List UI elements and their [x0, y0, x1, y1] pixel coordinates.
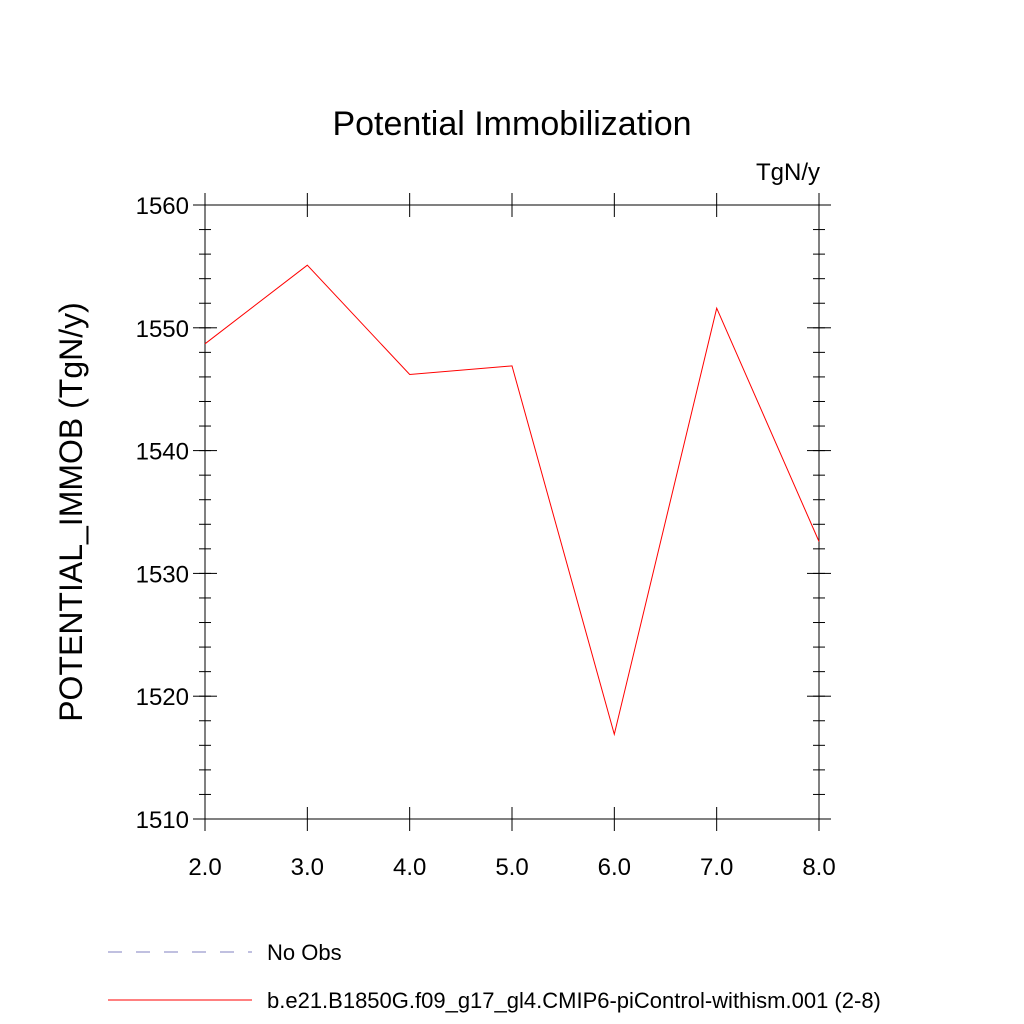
x-tick-label: 2.0 — [188, 854, 221, 881]
y-tick-label: 1550 — [136, 316, 189, 343]
y-tick-label: 1510 — [136, 807, 189, 834]
plot-frame — [204, 204, 820, 820]
y-tick-label: 1520 — [136, 684, 189, 711]
y-axis-label: POTENTIAL_IMMOB (TgN/y) — [53, 302, 89, 722]
legend-label: No Obs — [267, 940, 342, 965]
y-tick-label: 1540 — [136, 439, 189, 466]
units-label: TgN/y — [756, 159, 820, 186]
y-tick-labels: 1510 1520 1530 1540 1550 1560 — [136, 193, 189, 834]
chart-title: Potential Immobilization — [332, 105, 691, 143]
legend-label: b.e21.B1850G.f09_g17_gl4.CMIP6-piControl… — [267, 988, 881, 1013]
x-tick-label: 4.0 — [393, 854, 426, 881]
x-tick-label: 5.0 — [495, 854, 528, 881]
y-tick-label: 1560 — [136, 193, 189, 220]
x-tick-label: 6.0 — [598, 854, 631, 881]
series-line — [204, 264, 820, 737]
x-tick-label: 8.0 — [802, 854, 835, 881]
ticks — [193, 193, 831, 831]
x-tick-label: 3.0 — [291, 854, 324, 881]
y-tick-label: 1530 — [136, 561, 189, 588]
x-tick-labels: 2.0 3.0 4.0 5.0 6.0 7.0 8.0 — [188, 854, 835, 881]
series — [204, 264, 820, 737]
x-tick-label: 7.0 — [700, 854, 733, 881]
legend: No Obs b.e21.B1850G.f09_g17_gl4.CMIP6-piC… — [108, 940, 881, 1013]
